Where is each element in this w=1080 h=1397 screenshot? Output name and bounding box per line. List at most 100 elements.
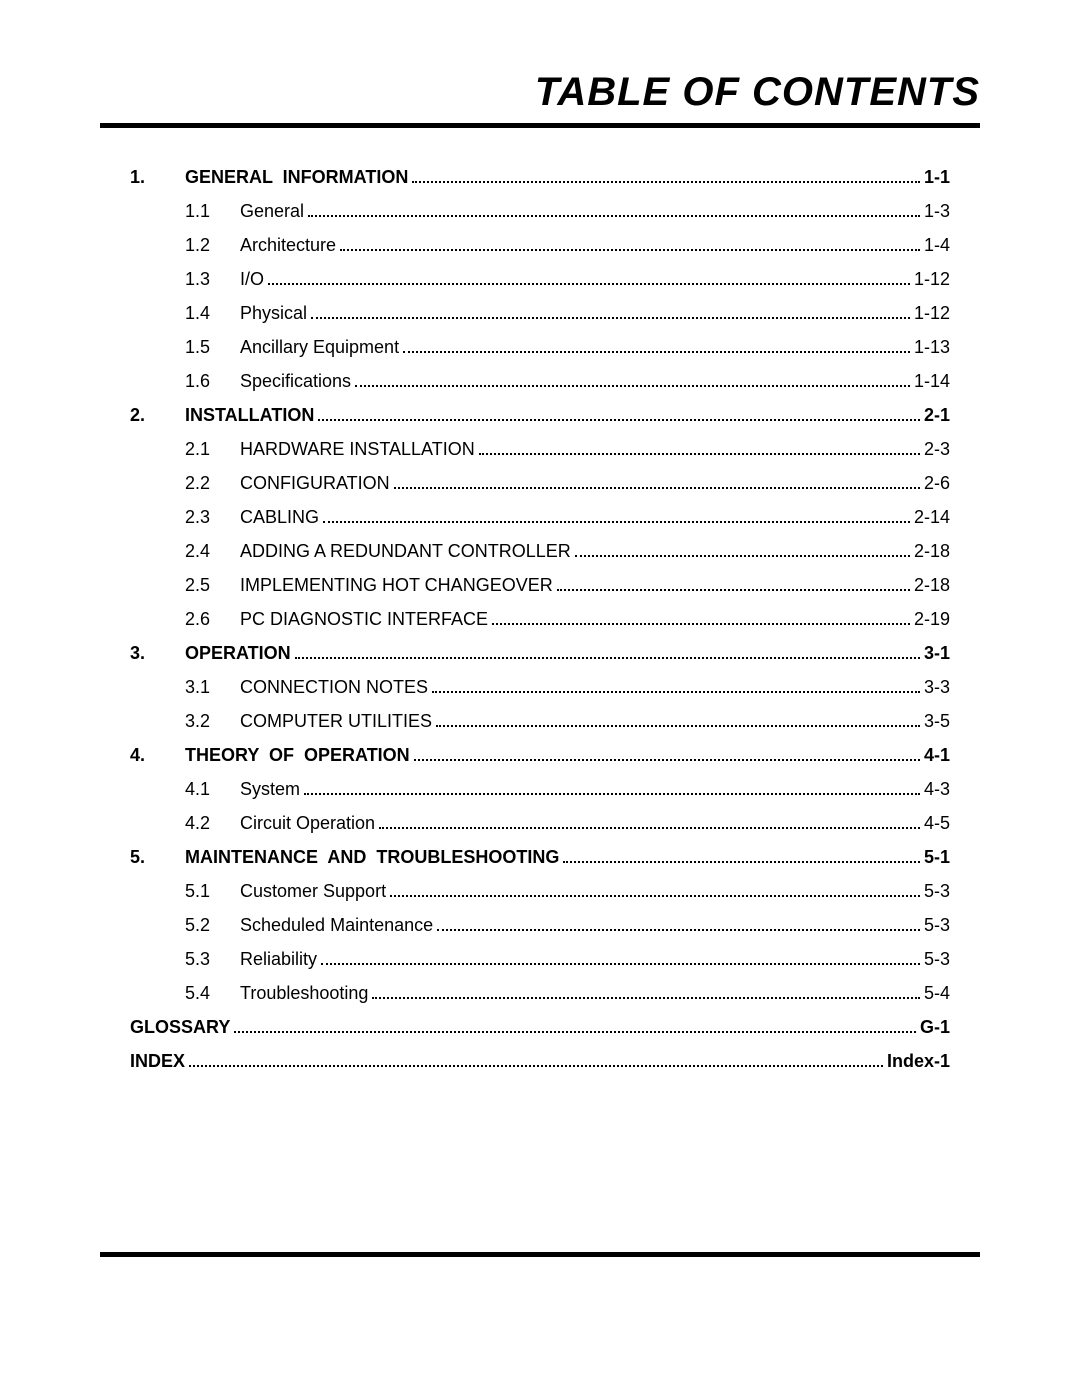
toc-page: 3-1	[924, 644, 950, 662]
toc-page: 2-18	[914, 542, 950, 560]
toc-label: Physical	[240, 304, 307, 322]
toc-entry: 2.1HARDWARE INSTALLATION2-3	[130, 440, 950, 459]
dot-leader	[323, 509, 910, 523]
toc-number: 5.2	[185, 916, 240, 934]
toc-entry: INDEXIndex-1	[130, 1052, 950, 1071]
toc-label: Troubleshooting	[240, 984, 368, 1002]
toc-number: 4.2	[185, 814, 240, 832]
toc-page: 5-3	[924, 950, 950, 968]
toc-entry: 2.4ADDING A REDUNDANT CONTROLLER 2-18	[130, 542, 950, 561]
toc-number: 3.2	[185, 712, 240, 730]
toc-number: 2.4	[185, 542, 240, 560]
toc-entry: GLOSSARY G-1	[130, 1018, 950, 1037]
dot-leader	[321, 951, 920, 965]
dot-leader	[412, 169, 920, 183]
page: TABLE OF CONTENTS 1.GENERAL INFORMATION1…	[0, 0, 1080, 1397]
toc-number: 4.1	[185, 780, 240, 798]
toc-entry: 2.6PC DIAGNOSTIC INTERFACE2-19	[130, 610, 950, 629]
toc-label: General	[240, 202, 304, 220]
dot-leader	[557, 577, 910, 591]
dot-leader	[311, 305, 910, 319]
toc-page: 1-13	[914, 338, 950, 356]
dot-leader	[340, 237, 920, 251]
toc-number: 5.4	[185, 984, 240, 1002]
dot-leader	[379, 815, 920, 829]
dot-leader	[575, 543, 910, 557]
toc-page: 4-5	[924, 814, 950, 832]
dot-leader	[403, 339, 910, 353]
dot-leader	[308, 203, 920, 217]
toc-label: CONFIGURATION	[240, 474, 390, 492]
toc-page: 5-4	[924, 984, 950, 1002]
dot-leader	[318, 407, 920, 421]
dot-leader	[563, 849, 920, 863]
dot-leader	[268, 271, 910, 285]
dot-leader	[432, 679, 920, 693]
dot-leader	[436, 713, 920, 727]
toc-number: 2.5	[185, 576, 240, 594]
toc-page: 2-3	[924, 440, 950, 458]
toc-entry: 1.4Physical1-12	[130, 304, 950, 323]
toc-number: 2.1	[185, 440, 240, 458]
toc-page: 2-19	[914, 610, 950, 628]
toc-label: MAINTENANCE AND TROUBLESHOOTING	[185, 848, 559, 866]
table-of-contents: 1.GENERAL INFORMATION1-11.1General1-31.2…	[130, 168, 950, 1071]
dot-leader	[234, 1019, 916, 1033]
toc-number: 1.2	[185, 236, 240, 254]
toc-number: 5.1	[185, 882, 240, 900]
toc-page: 3-3	[924, 678, 950, 696]
toc-entry: 5.4Troubleshooting 5-4	[130, 984, 950, 1003]
toc-entry: 4.THEORY OF OPERATION 4-1	[130, 746, 950, 765]
toc-label: THEORY OF OPERATION	[185, 746, 410, 764]
dot-leader	[189, 1053, 883, 1067]
toc-page: 2-6	[924, 474, 950, 492]
toc-entry: 3.2COMPUTER UTILITIES3-5	[130, 712, 950, 731]
toc-number: 1.5	[185, 338, 240, 356]
toc-page: 1-3	[924, 202, 950, 220]
toc-number: 1.4	[185, 304, 240, 322]
toc-page: 1-14	[914, 372, 950, 390]
toc-page: 5-3	[924, 882, 950, 900]
toc-entry: 2.INSTALLATION2-1	[130, 406, 950, 425]
toc-page: 4-1	[924, 746, 950, 764]
toc-label: GENERAL INFORMATION	[185, 168, 408, 186]
toc-page: 5-3	[924, 916, 950, 934]
toc-page: 1-4	[924, 236, 950, 254]
toc-page: 2-18	[914, 576, 950, 594]
toc-label: Specifications	[240, 372, 351, 390]
dot-leader	[437, 917, 920, 931]
toc-label: I/O	[240, 270, 264, 288]
toc-entry: 1.2Architecture 1-4	[130, 236, 950, 255]
toc-entry: 5.MAINTENANCE AND TROUBLESHOOTING5-1	[130, 848, 950, 867]
toc-number: 1.	[130, 168, 185, 186]
toc-number: 4.	[130, 746, 185, 764]
dot-leader	[390, 883, 920, 897]
bottom-rule	[100, 1252, 980, 1257]
page-title: TABLE OF CONTENTS	[535, 70, 980, 114]
toc-label: Customer Support	[240, 882, 386, 900]
toc-label: System	[240, 780, 300, 798]
toc-label: Architecture	[240, 236, 336, 254]
toc-entry: 3.1CONNECTION NOTES3-3	[130, 678, 950, 697]
toc-number: 3.	[130, 644, 185, 662]
dot-leader	[295, 645, 920, 659]
toc-number: 1.3	[185, 270, 240, 288]
toc-page: G-1	[920, 1018, 950, 1036]
toc-entry: 1.6Specifications 1-14	[130, 372, 950, 391]
toc-label: Circuit Operation	[240, 814, 375, 832]
toc-number: 2.3	[185, 508, 240, 526]
dot-leader	[479, 441, 920, 455]
toc-label: ADDING A REDUNDANT CONTROLLER	[240, 542, 571, 560]
toc-label: IMPLEMENTING HOT CHANGEOVER	[240, 576, 553, 594]
toc-label: Ancillary Equipment	[240, 338, 399, 356]
toc-number: 1.6	[185, 372, 240, 390]
toc-entry: 2.3CABLING2-14	[130, 508, 950, 527]
toc-entry: 1.1General1-3	[130, 202, 950, 221]
toc-entry: 4.2Circuit Operation 4-5	[130, 814, 950, 833]
toc-label: CABLING	[240, 508, 319, 526]
dot-leader	[304, 781, 920, 795]
toc-page: 1-12	[914, 270, 950, 288]
dot-leader	[394, 475, 920, 489]
toc-entry: 1.GENERAL INFORMATION1-1	[130, 168, 950, 187]
toc-label: GLOSSARY	[130, 1018, 230, 1036]
